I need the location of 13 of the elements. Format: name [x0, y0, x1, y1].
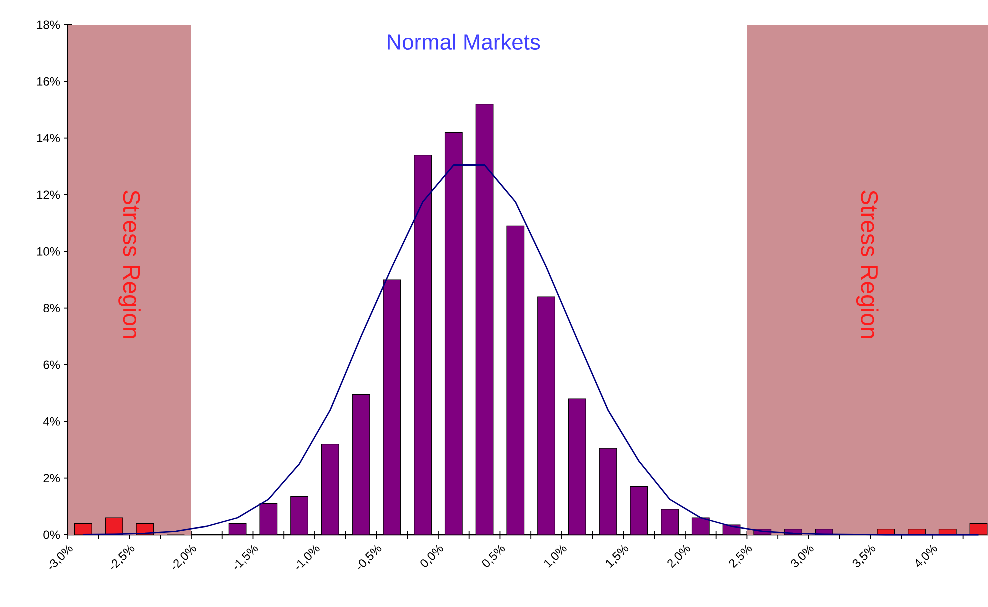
y-tick-label: 12% — [37, 190, 60, 200]
y-tick-label: 4% — [43, 417, 60, 426]
y-tick-label: 10% — [37, 247, 60, 256]
y-tick-label: 6% — [44, 360, 60, 370]
band-label: Stress Region — [856, 190, 879, 338]
y-tick-label: 8% — [44, 304, 60, 313]
y-tick-label: 16% — [37, 77, 60, 86]
y-tick-label: 14% — [37, 134, 60, 143]
y-tick-label: 0% — [44, 530, 60, 540]
y-tick-label: 2% — [44, 474, 60, 483]
y-tick-label: 18% — [37, 20, 60, 30]
chart-title: Normal Markets — [388, 34, 540, 50]
band-label: Stress Region — [118, 190, 141, 338]
